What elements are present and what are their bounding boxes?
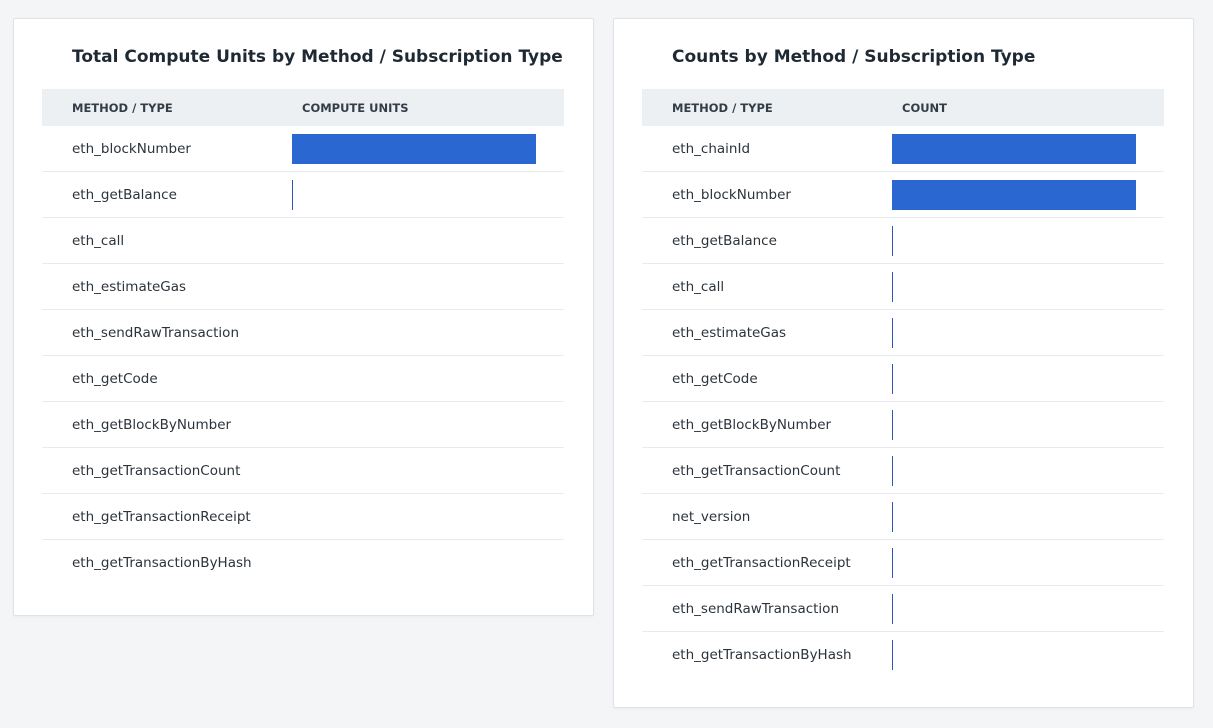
counts-panel: Counts by Method / Subscription Type MET… — [613, 18, 1194, 708]
method-name: eth_getTransactionByHash — [672, 647, 852, 663]
bar-track — [892, 134, 1136, 164]
bar-track — [892, 364, 1136, 394]
value-bar — [892, 548, 893, 578]
method-name: eth_getTransactionReceipt — [72, 509, 251, 525]
bar-track — [892, 226, 1136, 256]
column-header-method: METHOD / TYPE — [672, 101, 773, 115]
method-name: eth_blockNumber — [672, 187, 791, 203]
table-row: eth_getBalance — [42, 172, 564, 218]
method-name: eth_chainId — [672, 141, 751, 157]
value-bar — [892, 226, 893, 256]
value-bar — [292, 134, 536, 164]
method-name: eth_getTransactionByHash — [72, 555, 252, 571]
table-row: eth_getCode — [42, 356, 564, 402]
bar-track — [892, 502, 1136, 532]
panel-title: Counts by Method / Subscription Type — [672, 47, 1036, 67]
bar-track — [292, 180, 536, 210]
table-row: eth_blockNumber — [42, 126, 564, 172]
compute-units-table: METHOD / TYPE COMPUTE UNITS eth_blockNum… — [42, 89, 564, 585]
value-bar — [892, 594, 893, 624]
bar-track — [892, 180, 1136, 210]
method-name: eth_blockNumber — [72, 141, 191, 157]
method-name: eth_getBlockByNumber — [72, 417, 232, 433]
table-row: eth_getTransactionReceipt — [642, 540, 1164, 586]
table-row: eth_sendRawTransaction — [42, 310, 564, 356]
value-bar — [892, 318, 893, 348]
method-name: eth_getBalance — [72, 187, 177, 203]
table-header: METHOD / TYPE COMPUTE UNITS — [42, 89, 564, 126]
bar-track — [892, 318, 1136, 348]
column-header-compute-units: COMPUTE UNITS — [302, 101, 409, 115]
value-bar — [892, 640, 893, 670]
method-name: eth_call — [672, 279, 725, 295]
method-name: eth_getTransactionReceipt — [672, 555, 851, 571]
table-row: eth_chainId — [642, 126, 1164, 172]
table-row: eth_estimateGas — [42, 264, 564, 310]
table-row: net_version — [642, 494, 1164, 540]
table-row: eth_sendRawTransaction — [642, 586, 1164, 632]
value-bar — [892, 180, 1136, 210]
table-row: eth_call — [642, 264, 1164, 310]
table-row: eth_getTransactionByHash — [642, 632, 1164, 677]
value-bar — [892, 410, 893, 440]
method-name: eth_getCode — [72, 371, 158, 387]
table-row: eth_getTransactionByHash — [42, 540, 564, 585]
table-row: eth_blockNumber — [642, 172, 1164, 218]
table-row: eth_call — [42, 218, 564, 264]
table-row: eth_getTransactionReceipt — [42, 494, 564, 540]
table-row: eth_getBalance — [642, 218, 1164, 264]
method-name: eth_sendRawTransaction — [72, 325, 239, 341]
table-body: eth_chainId eth_blockNumber eth_getBalance… — [642, 126, 1164, 677]
table-row: eth_getTransactionCount — [42, 448, 564, 494]
table-row: eth_getBlockByNumber — [642, 402, 1164, 448]
bar-track — [892, 548, 1136, 578]
value-bar — [892, 364, 893, 394]
value-bar — [892, 272, 893, 302]
method-name: eth_getCode — [672, 371, 758, 387]
value-bar — [892, 134, 1136, 164]
method-name: net_version — [672, 509, 751, 525]
method-name: eth_getBalance — [672, 233, 777, 249]
table-header: METHOD / TYPE COUNT — [642, 89, 1164, 126]
value-bar — [292, 180, 293, 210]
column-header-method: METHOD / TYPE — [72, 101, 173, 115]
column-header-count: COUNT — [902, 101, 948, 115]
bar-track — [892, 594, 1136, 624]
value-bar — [892, 456, 893, 486]
value-bar — [892, 502, 893, 532]
counts-table: METHOD / TYPE COUNT eth_chainId eth_block… — [642, 89, 1164, 677]
table-row: eth_estimateGas — [642, 310, 1164, 356]
method-name: eth_getTransactionCount — [672, 463, 841, 479]
method-name: eth_call — [72, 233, 125, 249]
compute-units-panel: Total Compute Units by Method / Subscrip… — [13, 18, 594, 616]
panel-title: Total Compute Units by Method / Subscrip… — [72, 47, 563, 67]
bar-track — [292, 134, 536, 164]
method-name: eth_getTransactionCount — [72, 463, 241, 479]
table-row: eth_getCode — [642, 356, 1164, 402]
table-row: eth_getTransactionCount — [642, 448, 1164, 494]
method-name: eth_sendRawTransaction — [672, 601, 839, 617]
table-row: eth_getBlockByNumber — [42, 402, 564, 448]
bar-track — [892, 456, 1136, 486]
bar-track — [892, 272, 1136, 302]
bar-track — [892, 410, 1136, 440]
bar-track — [892, 640, 1136, 670]
method-name: eth_estimateGas — [672, 325, 787, 341]
method-name: eth_getBlockByNumber — [672, 417, 832, 433]
method-name: eth_estimateGas — [72, 279, 187, 295]
